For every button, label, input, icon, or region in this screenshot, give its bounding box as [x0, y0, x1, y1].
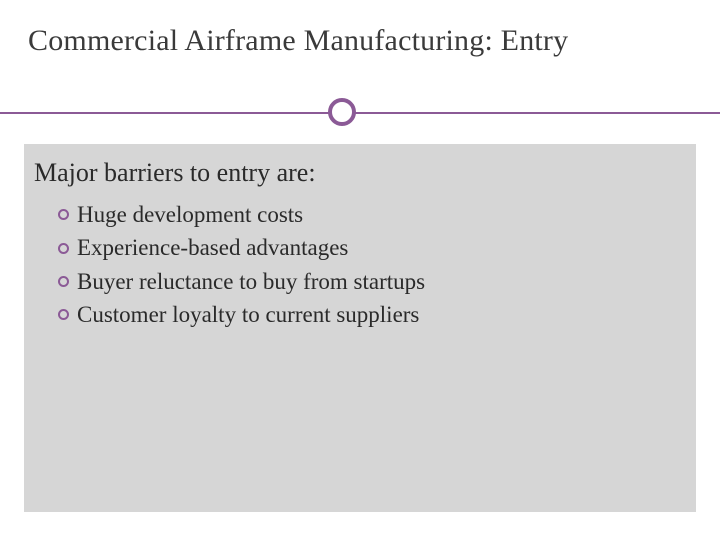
bullet-marker-icon	[58, 309, 69, 320]
bullet-text: Customer loyalty to current suppliers	[77, 298, 419, 331]
list-item: Experience-based advantages	[58, 231, 690, 264]
slide: Commercial Airframe Manufacturing: Entry…	[0, 0, 720, 540]
bullet-marker-icon	[58, 276, 69, 287]
bullet-marker-icon	[58, 209, 69, 220]
slide-title: Commercial Airframe Manufacturing: Entry	[28, 24, 692, 58]
bullet-text: Huge development costs	[77, 198, 303, 231]
divider-circle-icon	[328, 98, 356, 126]
bullet-list: Huge development costs Experience-based …	[58, 198, 690, 331]
content-area: Major barriers to entry are: Huge develo…	[24, 144, 696, 512]
list-item: Buyer reluctance to buy from startups	[58, 265, 690, 298]
bullet-text: Experience-based advantages	[77, 231, 348, 264]
divider-line	[0, 112, 720, 114]
list-item: Customer loyalty to current suppliers	[58, 298, 690, 331]
divider	[0, 98, 720, 126]
bullet-marker-icon	[58, 243, 69, 254]
list-item: Huge development costs	[58, 198, 690, 231]
title-area: Commercial Airframe Manufacturing: Entry	[0, 0, 720, 108]
bullet-text: Buyer reluctance to buy from startups	[77, 265, 425, 298]
subtitle: Major barriers to entry are:	[34, 158, 690, 188]
